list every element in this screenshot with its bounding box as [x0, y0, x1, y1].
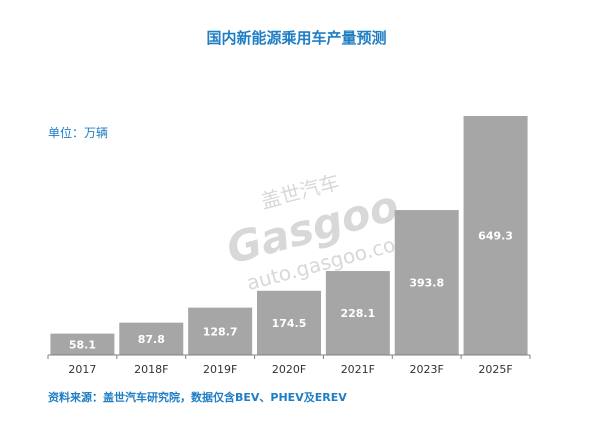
bar-2021F: [325, 271, 390, 355]
tick-label-2019F: 2019F: [203, 363, 237, 376]
tick-label-2017: 2017: [68, 363, 96, 376]
bar-2023F: [394, 210, 459, 355]
data-label-2025F: 649.3: [478, 230, 513, 243]
tick-label-2023F: 2023F: [410, 363, 444, 376]
bar-2020F: [257, 290, 321, 355]
data-label-2023F: 393.8: [409, 277, 444, 290]
source-note: 资料来源：盖世汽车研究院，数据仅含BEV、PHEV及EREV: [48, 391, 347, 404]
chart-title: 国内新能源乘用车产量预测: [206, 29, 387, 47]
bar-2019F: [188, 307, 253, 355]
bars-group: 58.1 87.8 128.7 174.5 228.1 393.8 649.3: [50, 116, 528, 355]
unit-label: 单位：万辆: [48, 126, 109, 140]
tick-label-2025F: 2025F: [478, 363, 512, 376]
tick-label-2018F: 2018F: [134, 363, 168, 376]
x-ticks-group: 2017 2018F 2019F 2020F 2021F 2023F 2025F: [47, 355, 531, 376]
data-label-2020F: 174.5: [272, 317, 307, 330]
tick-label-2020F: 2020F: [272, 363, 306, 376]
data-label-2021F: 228.1: [340, 307, 375, 320]
tick-label-2021F: 2021F: [341, 363, 375, 376]
data-label-2018F: 87.8: [138, 333, 165, 346]
bar-2025F: [463, 116, 528, 355]
data-label-2019F: 128.7: [203, 325, 238, 338]
bar-2017: [50, 333, 115, 355]
bar-2018F: [119, 322, 184, 355]
data-label-2017: 58.1: [69, 338, 96, 351]
